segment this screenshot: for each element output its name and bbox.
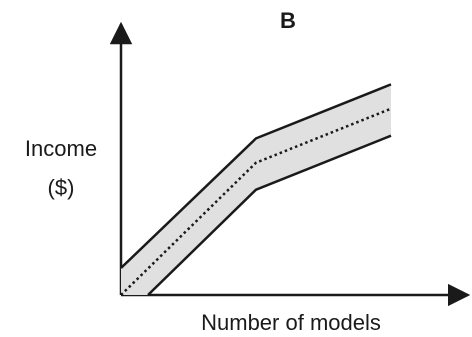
confidence-band [121,84,391,296]
mean-dotted-line [120,107,392,296]
y-axis-label: Income [25,136,97,161]
lower-bound-line [147,134,392,296]
x-axis-label: Number of models [201,310,381,335]
chart-title: B [280,8,296,33]
y-axis-unit: ($) [48,175,75,200]
upper-bound-line [120,83,392,269]
